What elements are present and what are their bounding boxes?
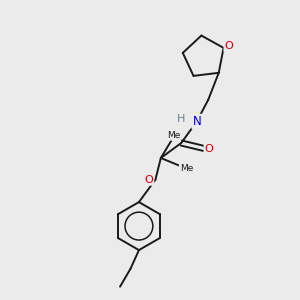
Text: O: O: [225, 41, 233, 51]
Text: O: O: [145, 175, 153, 184]
Text: Me: Me: [180, 164, 193, 173]
Text: H: H: [177, 114, 185, 124]
Text: Me: Me: [167, 131, 180, 140]
Text: N: N: [193, 115, 201, 128]
Text: O: O: [205, 144, 214, 154]
